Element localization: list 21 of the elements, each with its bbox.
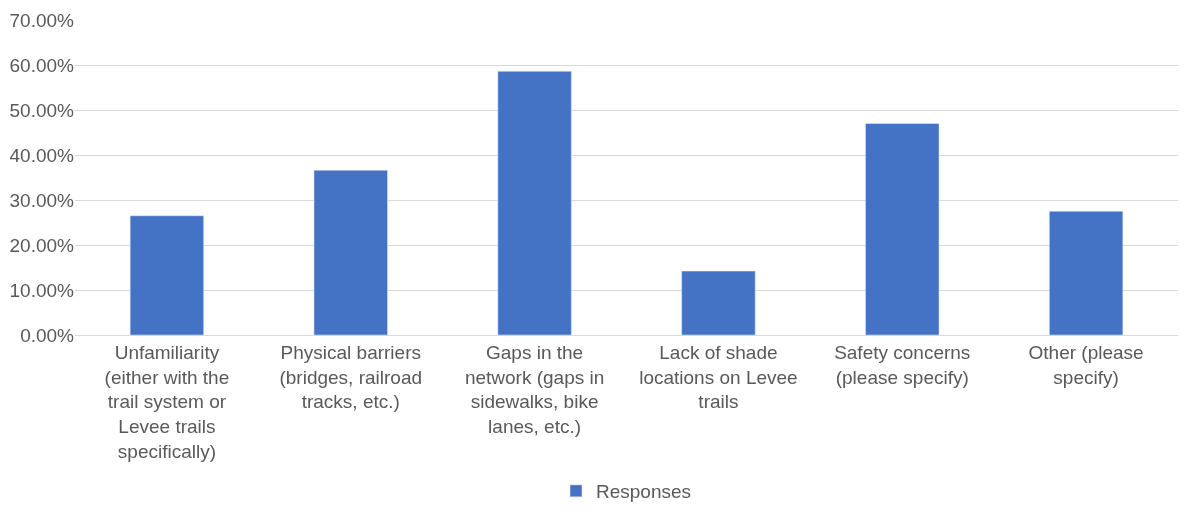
bar xyxy=(313,170,388,335)
bar xyxy=(497,71,572,335)
y-tick-label: 70.00% xyxy=(9,9,75,31)
y-tick-label: 60.00% xyxy=(9,54,75,76)
y-tick-label: 40.00% xyxy=(9,144,75,166)
x-tick-label: Unfamiliarity (either with the trail system or Levee trails specifically) xyxy=(104,341,230,462)
legend-label: Responses xyxy=(596,481,692,503)
y-tick-label: 0.00% xyxy=(20,324,75,346)
x-tick-label: Gaps in the network (gaps in sidewalks, bike lanes, etc.) xyxy=(464,341,605,437)
y-tick-label: 50.00% xyxy=(9,99,75,121)
bar xyxy=(681,270,756,335)
y-tick-label: 10.00% xyxy=(9,279,75,301)
bar xyxy=(1049,211,1124,335)
bar xyxy=(865,123,940,335)
y-tick-label: 30.00% xyxy=(9,189,75,211)
x-tick-label: Lack of shade locations on Levee trails xyxy=(639,341,798,413)
x-tick-label: Safety concerns (please specify) xyxy=(834,341,971,388)
y-tick-label: 20.00% xyxy=(9,234,75,256)
x-tick-label: Other (please specify) xyxy=(1028,341,1144,388)
bar xyxy=(129,215,204,335)
x-tick-label: Physical barriers (bridges, railroad tracks, etc.) xyxy=(279,341,423,413)
